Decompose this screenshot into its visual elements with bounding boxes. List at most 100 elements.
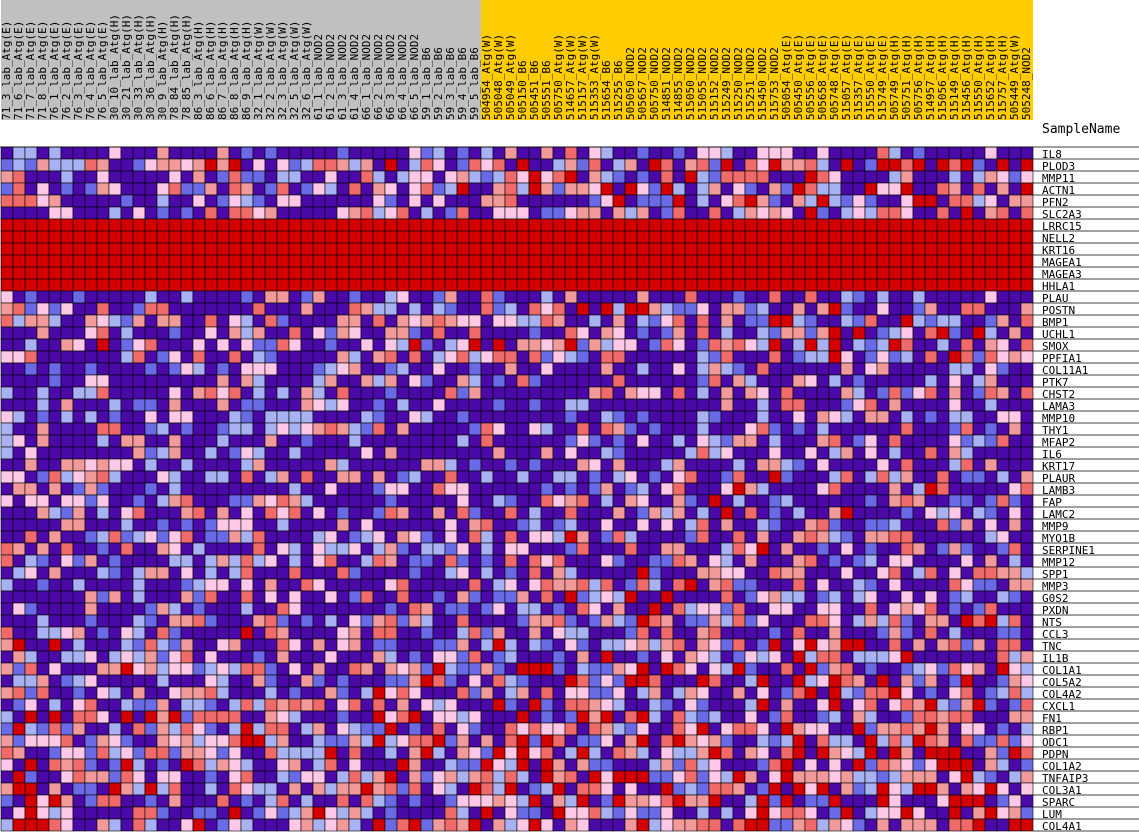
heatmap-cell [84,782,98,796]
heatmap-cell [288,446,302,460]
heatmap-cell [432,338,446,352]
heatmap-cell [468,182,482,196]
heatmap-cell [468,578,482,592]
heatmap-cell [264,206,278,220]
heatmap-cell [864,710,878,724]
heatmap-cell [612,422,626,436]
heatmap-cell [816,458,830,472]
heatmap-cell [972,374,986,388]
heatmap-cell [888,746,902,760]
heatmap-cell [132,242,146,256]
heatmap-cell [684,542,698,556]
heatmap-cell [708,734,722,748]
heatmap-cell [144,206,158,220]
heatmap-cell [924,770,938,784]
heatmap-cell [468,758,482,772]
heatmap-cell [504,170,518,184]
heatmap-cell [348,806,362,820]
heatmap-cell [492,710,506,724]
heatmap-cell [84,554,98,568]
heatmap-cell [648,662,662,676]
heatmap-cell [504,278,518,292]
heatmap-cell [264,446,278,460]
column-label: 514957_Atg(H) [924,34,937,120]
heatmap-cell [528,338,542,352]
heatmap-cell [840,734,854,748]
heatmap-cell [588,482,602,496]
heatmap-cell [348,350,362,364]
heatmap-cell [852,314,866,328]
heatmap-cell [900,686,914,700]
heatmap-cell [648,578,662,592]
heatmap-cell [96,290,110,304]
heatmap-cell [648,590,662,604]
heatmap-cell [876,602,890,616]
heatmap-cell [96,554,110,568]
heatmap-cell [540,458,554,472]
heatmap-cell [708,290,722,304]
heatmap-cell [168,230,182,244]
heatmap-cell [996,770,1010,784]
heatmap-cell [12,350,26,364]
heatmap-cell [924,182,938,196]
heatmap-cell [696,206,710,220]
heatmap-cell [492,338,506,352]
heatmap-cell [600,158,614,172]
column-group-band [637,0,649,120]
heatmap-cell [504,362,518,376]
heatmap-cell [540,710,554,724]
heatmap-cell [804,146,818,160]
heatmap-cell [432,314,446,328]
heatmap-cell [24,242,38,256]
heatmap-cell [792,698,806,712]
heatmap-cell [744,674,758,688]
heatmap-cell [372,398,386,412]
heatmap-cell [504,710,518,724]
heatmap-cell [252,698,266,712]
heatmap-cell [192,566,206,580]
heatmap-cell [636,350,650,364]
heatmap-cell [852,662,866,676]
heatmap-cell [720,554,734,568]
heatmap-cell [300,230,314,244]
heatmap-cell [744,218,758,232]
heatmap-cell [948,578,962,592]
heatmap-cell [420,614,434,628]
heatmap-cell [780,710,794,724]
heatmap-cell [804,278,818,292]
heatmap-cell [900,338,914,352]
heatmap-cell [900,482,914,496]
heatmap-cell [648,422,662,436]
heatmap-cell [888,146,902,160]
heatmap-cell [300,374,314,388]
heatmap-cell [804,794,818,808]
heatmap-cell [84,338,98,352]
heatmap-cell [996,434,1010,448]
heatmap-cell [804,578,818,592]
heatmap-cell [576,638,590,652]
heatmap-cell [336,722,350,736]
heatmap-cell [468,470,482,484]
heatmap-cell [936,278,950,292]
column-group-band [397,0,409,120]
heatmap-cell [48,326,62,340]
column-group-band [493,0,505,120]
heatmap-cell [0,146,14,160]
heatmap-cell [288,710,302,724]
heatmap-cell [492,494,506,508]
heatmap-cell [948,254,962,268]
heatmap-cell [492,182,506,196]
heatmap-cell [216,230,230,244]
heatmap-cell [144,686,158,700]
heatmap-cell [732,794,746,808]
heatmap-cell [624,170,638,184]
heatmap-cell [192,206,206,220]
heatmap-cell [756,686,770,700]
heatmap-cell [576,482,590,496]
heatmap-cell [216,566,230,580]
heatmap-cell [960,362,974,376]
heatmap-cell [264,374,278,388]
heatmap-cell [108,746,122,760]
heatmap-cell [300,398,314,412]
